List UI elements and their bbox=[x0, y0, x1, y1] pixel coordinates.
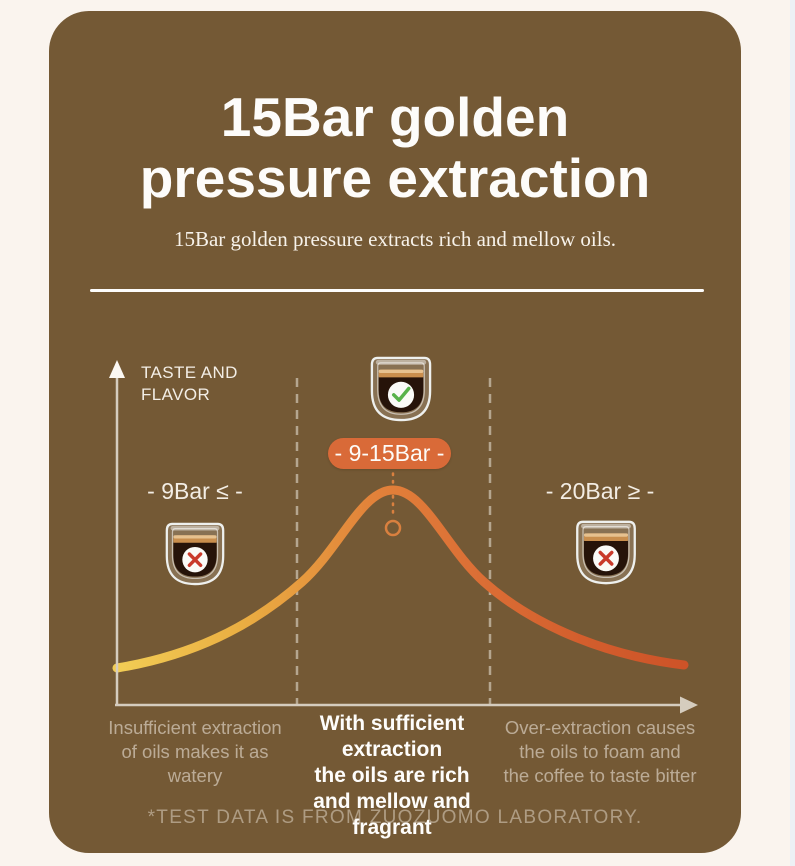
check-icon bbox=[391, 386, 411, 402]
status-badge bbox=[387, 381, 415, 408]
caption-insufficient: Insufficient extraction of oils makes it… bbox=[100, 716, 290, 788]
zone-badge-9-15bar: - 9-15Bar - bbox=[328, 438, 451, 469]
zone-badge-label: - 9-15Bar - bbox=[334, 440, 445, 466]
coffee-cup-icon-over-extracted bbox=[576, 520, 636, 585]
zone-label-9bar: - 9Bar ≤ - bbox=[147, 478, 243, 504]
caption-over-extraction: Over-extraction causes the oils to foam … bbox=[502, 716, 698, 788]
caption-sufficient: With sufficient extraction the oils are … bbox=[281, 711, 503, 841]
caption-line: the oils are rich bbox=[314, 764, 470, 788]
zone-label-20bar: - 20Bar ≥ - bbox=[545, 478, 655, 504]
promo-card: 15Bar golden pressure extraction 15Bar g… bbox=[49, 11, 741, 853]
y-axis-label-line1: TASTE AND bbox=[141, 363, 238, 382]
x-axis-arrow-icon bbox=[680, 696, 698, 714]
y-axis-label-line2: FLAVOR bbox=[141, 385, 211, 405]
y-axis-arrow-icon bbox=[109, 360, 125, 378]
cross-icon bbox=[187, 552, 203, 567]
page-edge-strip bbox=[790, 0, 795, 866]
peak-marker-circle bbox=[384, 519, 402, 537]
test-data-footnote: *TEST DATA IS FROM ZUOZUOMO LABORATORY. bbox=[147, 807, 643, 828]
taste-curve bbox=[112, 485, 689, 673]
caption-line: and mellow and fragrant bbox=[313, 790, 471, 840]
caption-line: watery bbox=[167, 765, 223, 787]
coffee-cup-icon-insufficient bbox=[165, 522, 225, 586]
caption-line: of oils makes it as bbox=[121, 741, 269, 763]
caption-line: the oils to foam and bbox=[519, 741, 681, 763]
y-axis-label: TASTE AND FLAVOR bbox=[141, 362, 238, 406]
caption-line: Over-extraction causes bbox=[504, 717, 696, 738]
page-subtitle: 15Bar golden pressure extracts rich and … bbox=[173, 227, 617, 251]
cross-icon bbox=[598, 550, 614, 566]
divider-line bbox=[90, 289, 704, 292]
page-title-line1: 15Bar golden bbox=[220, 86, 570, 148]
caption-line: Insufficient extraction bbox=[108, 717, 282, 738]
caption-line: With sufficient extraction bbox=[319, 712, 465, 762]
page-title-line2: pressure extraction bbox=[139, 147, 651, 210]
page-title: 15Bar golden pressure extraction bbox=[49, 86, 741, 210]
caption-line: the coffee to taste bitter bbox=[503, 765, 697, 787]
extraction-curve-chart bbox=[109, 360, 698, 714]
coffee-cup-icon-optimal bbox=[370, 356, 432, 422]
